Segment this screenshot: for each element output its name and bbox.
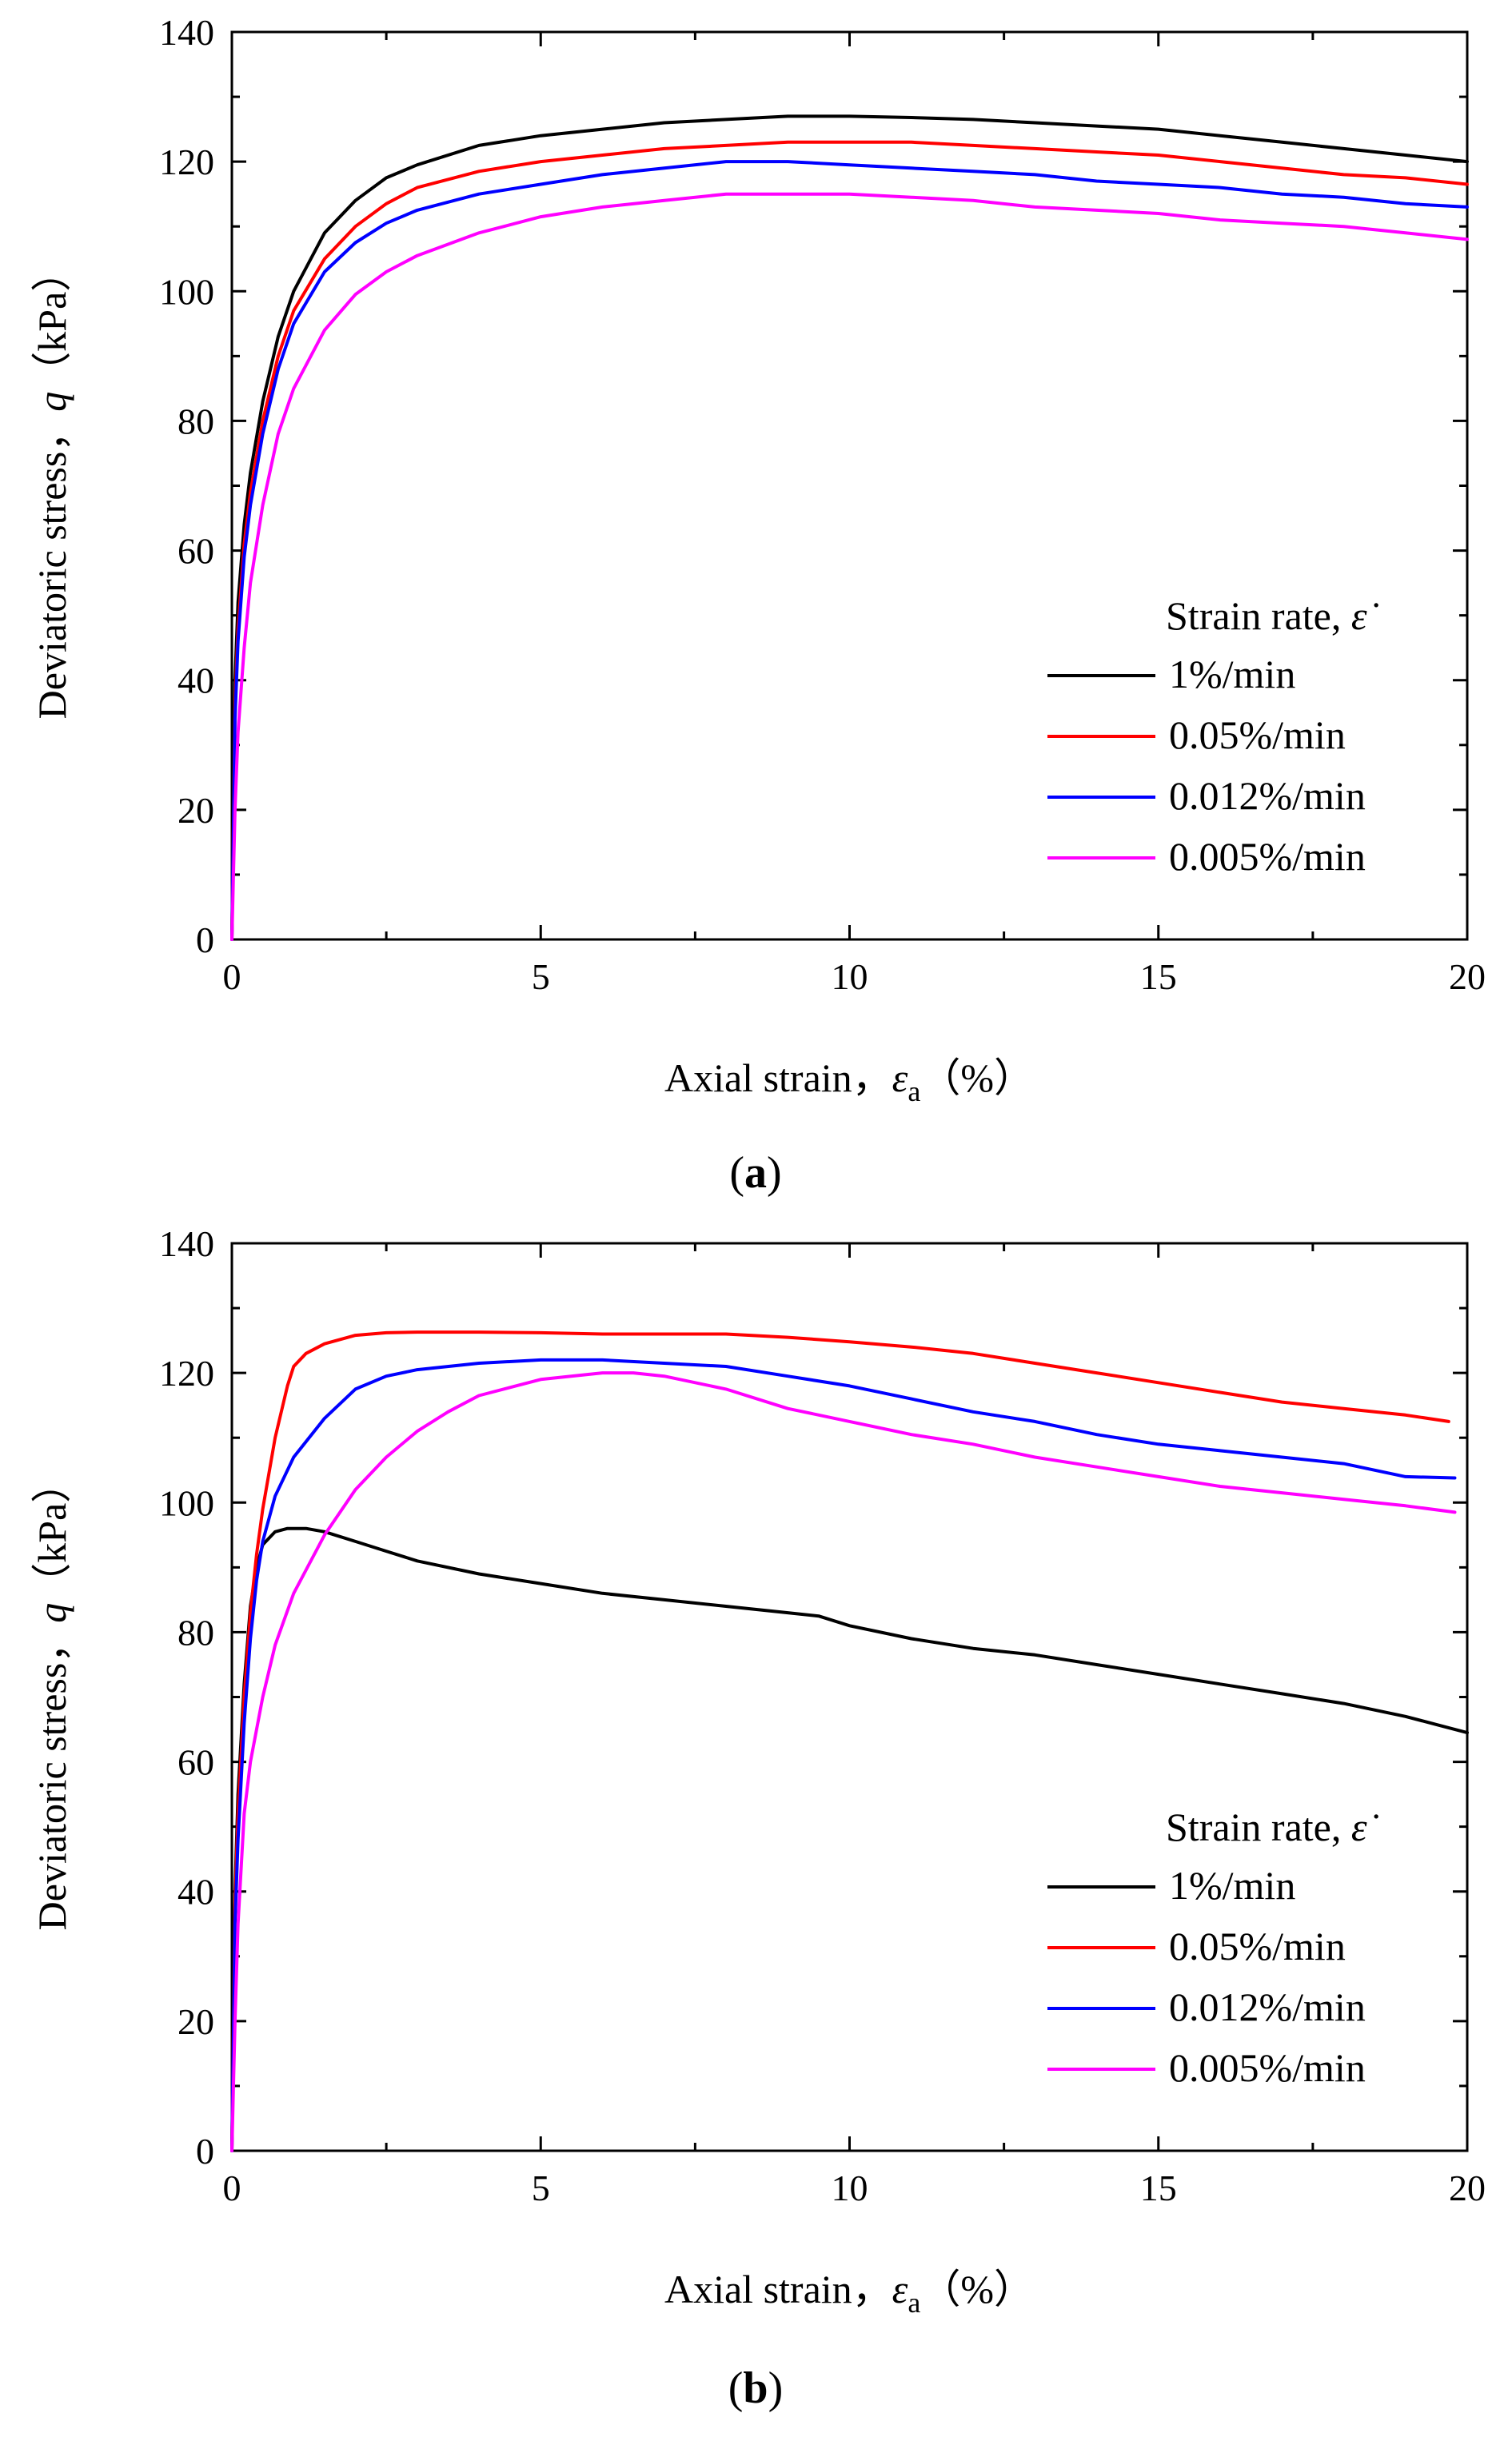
legend-label-a-0: 1%/min	[1169, 652, 1295, 696]
y-tick-label-a: 0	[196, 919, 214, 960]
legend-title-b: Strain rate, ε̇	[1166, 1805, 1379, 1849]
x-tick-label-b: 20	[1449, 2168, 1486, 2208]
series-line-b-0	[230, 1526, 1469, 2152]
x-axis-label-a: Axial strain，εa（%）	[664, 1055, 1034, 1107]
legend-label-b-3: 0.005%/min	[1169, 2045, 1366, 2090]
y-tick-label-a: 120	[159, 142, 214, 182]
x-tick-label-b: 15	[1140, 2168, 1177, 2208]
axis-ticks-a: 0 5 10 15 20 0 20 40 60 80 100 120 140	[159, 12, 1486, 997]
panel-b: 0 5 10 15 20 0 20 40 60 80 100 120 140 Axial strain，…	[30, 1223, 1486, 2413]
panel-label-b: (b)	[728, 2363, 783, 2413]
y-axis-label-a: Deviatoric stress，q（kPa）	[30, 252, 74, 720]
y-tick-label-b: 80	[178, 1612, 214, 1653]
series-line-b-2	[230, 1358, 1457, 2152]
series-lines-a	[230, 114, 1469, 941]
y-tick-label-b: 40	[178, 1872, 214, 1913]
y-tick-label-b: 120	[159, 1353, 214, 1394]
legend-label-a-2: 0.012%/min	[1169, 773, 1366, 818]
y-tick-label-a: 100	[159, 271, 214, 312]
y-tick-label-b: 0	[196, 2131, 214, 2172]
x-tick-label-b: 10	[832, 2168, 868, 2208]
legend-label-a-1: 0.05%/min	[1169, 712, 1346, 757]
legend-label-b-1: 0.05%/min	[1169, 1924, 1346, 1968]
series-line-a-0	[230, 114, 1469, 941]
y-tick-label-a: 80	[178, 401, 214, 441]
y-tick-label-b: 20	[178, 2001, 214, 2042]
legend-entries-a: 1%/min 0.05%/min 0.012%/min 0.005%/min	[1047, 652, 1366, 879]
legend-title-a: Strain rate, ε̇	[1166, 593, 1379, 638]
x-tick-label-a: 15	[1140, 956, 1177, 997]
series-line-a-1	[230, 140, 1469, 941]
series-lines-b	[230, 1330, 1469, 2152]
x-tick-label-b: 5	[532, 2168, 550, 2208]
legend-a: Strain rate, ε̇ 1%/min 0.05%/min 0.012%/mi…	[1047, 593, 1379, 879]
y-tick-label-a: 140	[159, 12, 214, 53]
x-tick-label-a: 5	[532, 956, 550, 997]
series-line-a-2	[230, 160, 1469, 941]
y-tick-label-a: 60	[178, 531, 214, 572]
x-tick-label-b: 0	[223, 2168, 241, 2208]
legend-entries-b: 1%/min 0.05%/min 0.012%/min 0.005%/min	[1047, 1863, 1366, 2090]
y-tick-label-b: 60	[178, 1742, 214, 1783]
legend-label-b-0: 1%/min	[1169, 1863, 1295, 1908]
x-tick-label-a: 10	[832, 956, 868, 997]
legend-label-a-3: 0.005%/min	[1169, 834, 1366, 879]
y-tick-label-b: 100	[159, 1482, 214, 1523]
y-axis-label-b: Deviatoric stress，q（kPa）	[30, 1463, 74, 1931]
x-tick-label-a: 0	[223, 956, 241, 997]
axis-ticks-b: 0 5 10 15 20 0 20 40 60 80 100 120 140	[159, 1223, 1486, 2208]
series-line-a-3	[230, 192, 1469, 941]
series-line-b-3	[230, 1371, 1457, 2152]
series-line-b-1	[230, 1330, 1450, 2152]
y-tick-label-a: 40	[178, 660, 214, 701]
panel-a: 0 5 10 15 20 0 20 40 60 80 100 120 140 Axial strain，…	[30, 12, 1486, 1198]
panel-label-a: (a)	[729, 1148, 781, 1198]
y-tick-label-a: 20	[178, 790, 214, 831]
x-tick-label-a: 20	[1449, 956, 1486, 997]
y-tick-label-b: 140	[159, 1223, 214, 1264]
x-axis-label-b: Axial strain，εa（%）	[664, 2267, 1034, 2319]
legend-b: Strain rate, ε̇ 1%/min 0.05%/min 0.012%/mi…	[1047, 1805, 1379, 2090]
legend-label-b-2: 0.012%/min	[1169, 1984, 1366, 2029]
